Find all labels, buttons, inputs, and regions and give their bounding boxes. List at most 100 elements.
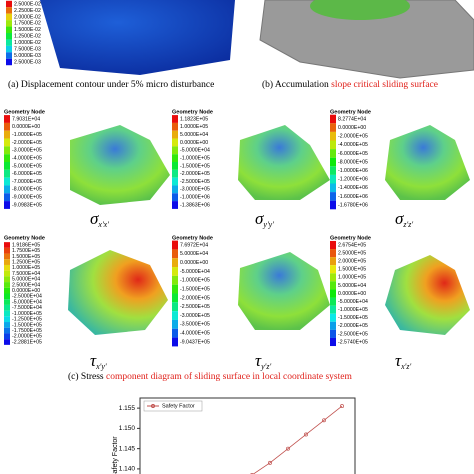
component-symbol: σz'z': [395, 209, 413, 229]
legend-swatch: [4, 146, 10, 155]
stress-surface: [68, 250, 168, 335]
point: [322, 418, 326, 423]
legend-label: 0.0000E+00: [12, 288, 40, 294]
legend-label: -1.6000E+06: [338, 194, 368, 200]
point: [268, 460, 272, 465]
legend-swatch: [172, 328, 178, 338]
legend-label: 0.0000E+00: [338, 291, 366, 297]
legend-swatch: [6, 0, 12, 8]
legend-swatch: [330, 313, 336, 322]
legend-label: -7.0000E+05: [12, 179, 42, 185]
legend-swatch: [172, 337, 178, 347]
legend-label: 5.0000E+04: [338, 283, 366, 289]
legend-swatch: [330, 240, 336, 250]
stress-surface: [238, 252, 330, 330]
legend-swatch: [330, 200, 336, 210]
stress-surface: [385, 255, 470, 335]
legend-swatch: [172, 122, 178, 131]
subscript: z'z': [402, 220, 413, 229]
legend-label: Safety Factor: [162, 403, 195, 409]
legend-label: 0.0000E+00: [338, 125, 366, 131]
legend-label: -3.0000E+05: [12, 148, 42, 154]
legend-label: 2.5000E+04: [12, 282, 40, 288]
legend-label: -8.0000E+05: [338, 159, 368, 165]
legend-label: -1.5000E+05: [338, 315, 368, 321]
legend-label: -1.5000E+05: [180, 163, 210, 169]
legend-swatch: [4, 282, 10, 288]
legend-swatch: [330, 123, 336, 132]
legend-label: -7.5000E+04: [12, 305, 42, 311]
legend-swatch: [172, 267, 178, 276]
legend-swatch: [172, 146, 178, 155]
legend-swatch: [330, 281, 336, 290]
legend-swatch: [6, 39, 12, 46]
stress-surface: [70, 125, 170, 205]
legend-label: -9.0437E+05: [180, 339, 210, 345]
legend-label: -2.0000E+05: [180, 295, 210, 301]
legend-swatch: [4, 259, 10, 265]
legend-label: 8.2774E+04: [338, 116, 366, 122]
point: [250, 473, 254, 474]
legend-label: 2.2500E-02: [14, 8, 41, 14]
legend-label: -5.0000E+04: [180, 148, 210, 154]
legend-title: Geometry Node: [172, 109, 213, 115]
y-tick-label: 1.145: [119, 445, 136, 452]
legend-swatch: [330, 192, 336, 201]
caption-part: (b) Accumulation: [262, 80, 329, 90]
legend-swatch: [4, 154, 10, 162]
legend-label: -1.0000E+06: [338, 168, 368, 174]
legend-label: -2.5000E+04: [12, 294, 42, 300]
legend-swatch: [4, 130, 10, 139]
subscript: y'z': [260, 362, 271, 371]
legend-label: 1.2500E+05: [12, 259, 40, 265]
legend-swatch: [4, 276, 10, 283]
legend-label: -1.7500E+05: [12, 328, 42, 334]
legend-swatch: [172, 311, 178, 320]
caption-b: (b) Accumulation slope critical sliding …: [262, 80, 438, 90]
legend-label: -1.5000E+05: [12, 322, 42, 328]
legend-swatch: [330, 114, 336, 124]
subscript: x'z': [400, 362, 411, 371]
legend-label: 0.0000E+00: [12, 124, 40, 130]
legend-swatch: [6, 13, 12, 21]
legend-swatch: [4, 177, 10, 186]
legend-label: -4.0000E+05: [338, 142, 368, 148]
legend-swatch: [4, 304, 10, 311]
legend-label: -6.0000E+05: [12, 171, 42, 177]
legend-label: 1.1823E+05: [180, 116, 208, 122]
legend-swatch: [172, 201, 178, 209]
legend-label: 1.2500E-02: [14, 34, 41, 40]
y-axis-label: Safety Factor: [112, 436, 119, 474]
legend-box: [143, 400, 203, 412]
legend-label: 2.0000E+05: [338, 259, 366, 265]
legend-swatch: [6, 33, 12, 40]
legend-swatch: [330, 131, 336, 141]
legend-label: 1.0000E-02: [14, 40, 41, 46]
legend-swatch: [172, 138, 178, 147]
y-tick-label: 1.140: [119, 466, 136, 473]
legend-label: 7.6972E+04: [180, 242, 208, 248]
caption-c: (c) Stress component diagram of sliding …: [68, 372, 352, 382]
legend-label: -8.0000E+05: [12, 187, 42, 193]
legend-label: -1.2500E+05: [12, 317, 42, 323]
legend-swatch: [4, 287, 10, 294]
legend-swatch: [4, 327, 10, 334]
legend-title: Geometry Node: [4, 235, 45, 241]
legend-swatch: [330, 329, 336, 338]
symbol: σ: [395, 209, 404, 228]
legend-swatch: [6, 52, 12, 59]
legend-marker: [151, 404, 155, 408]
legend-swatch: [6, 45, 12, 53]
legend-swatch: [172, 319, 178, 329]
legend-swatch: [4, 185, 10, 194]
subscript: y'y': [262, 220, 274, 229]
caption-part: slope critical sliding surface: [331, 80, 438, 90]
legend-label: -5.0000E+04: [338, 299, 368, 305]
legend-label: -1.5000E+05: [180, 286, 210, 292]
legend-label: -1.4000E+06: [338, 185, 368, 191]
legend-swatch: [4, 339, 10, 345]
plot-frame: [139, 397, 356, 474]
legend-label: 5.0000E+04: [180, 251, 208, 257]
mesh-block: [259, 0, 474, 79]
legend-swatch: [172, 249, 178, 259]
